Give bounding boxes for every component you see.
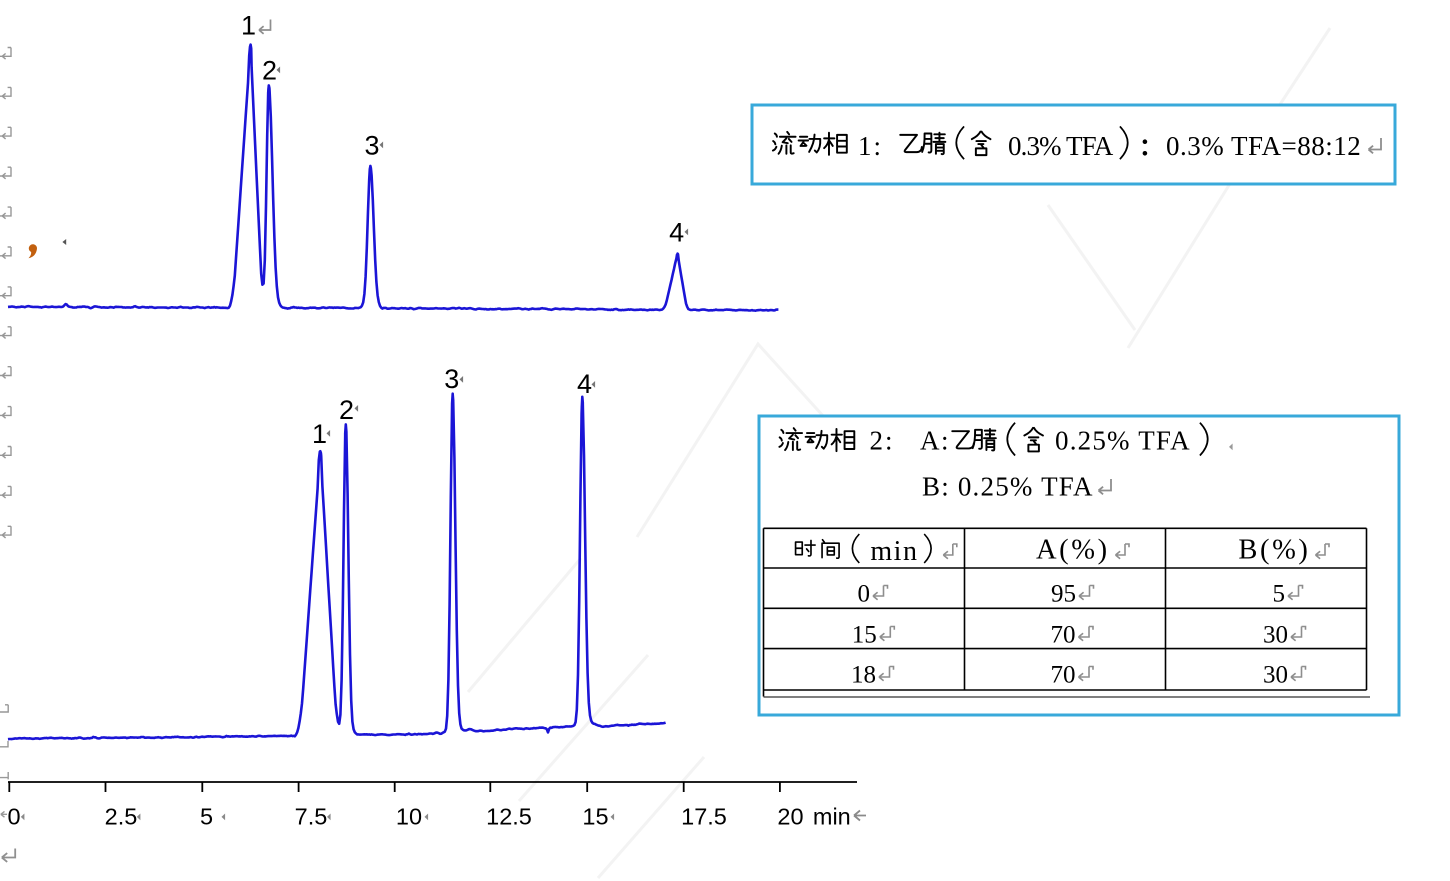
svg-text:min: min: [870, 536, 918, 567]
svg-text:15: 15: [852, 621, 877, 648]
svg-text:0: 0: [7, 804, 20, 830]
svg-text:1:: 1:: [858, 131, 883, 161]
svg-text:1: 1: [241, 11, 256, 41]
svg-text:30: 30: [1263, 661, 1288, 688]
svg-text:18: 18: [851, 661, 876, 688]
svg-text:min: min: [813, 804, 851, 830]
svg-text:2:: 2:: [870, 426, 895, 456]
svg-text:A:: A:: [920, 426, 950, 456]
svg-text:A(%): A(%): [1036, 535, 1110, 566]
svg-text:70: 70: [1051, 621, 1076, 648]
svg-text:1: 1: [312, 419, 327, 449]
svg-text:2: 2: [339, 395, 354, 425]
svg-text:10: 10: [396, 804, 422, 830]
svg-text:4: 4: [577, 369, 592, 399]
svg-text:0.25% TFA: 0.25% TFA: [1055, 426, 1191, 456]
svg-text:0.3% TFA=88:12: 0.3% TFA=88:12: [1166, 131, 1361, 161]
svg-text:B(%): B(%): [1238, 535, 1310, 566]
svg-text:95: 95: [1051, 580, 1076, 607]
svg-text:3: 3: [444, 364, 459, 394]
svg-text:B: 0.25% TFA: B: 0.25% TFA: [922, 471, 1094, 501]
svg-text:5: 5: [200, 804, 213, 830]
svg-text:0.3% TFA: 0.3% TFA: [1008, 131, 1114, 161]
svg-text:2.5: 2.5: [105, 804, 138, 830]
svg-text:4: 4: [669, 218, 684, 248]
svg-text:7.5: 7.5: [295, 804, 328, 830]
svg-text:12.5: 12.5: [486, 804, 532, 830]
svg-text:2: 2: [262, 56, 277, 86]
svg-text:70: 70: [1051, 661, 1076, 688]
svg-text:3: 3: [364, 131, 379, 161]
svg-text:30: 30: [1263, 621, 1288, 648]
svg-text:0: 0: [858, 580, 871, 607]
svg-text:17.5: 17.5: [681, 804, 727, 830]
svg-text:20: 20: [777, 804, 803, 830]
svg-text:15: 15: [582, 804, 608, 830]
svg-text:5: 5: [1273, 580, 1286, 607]
